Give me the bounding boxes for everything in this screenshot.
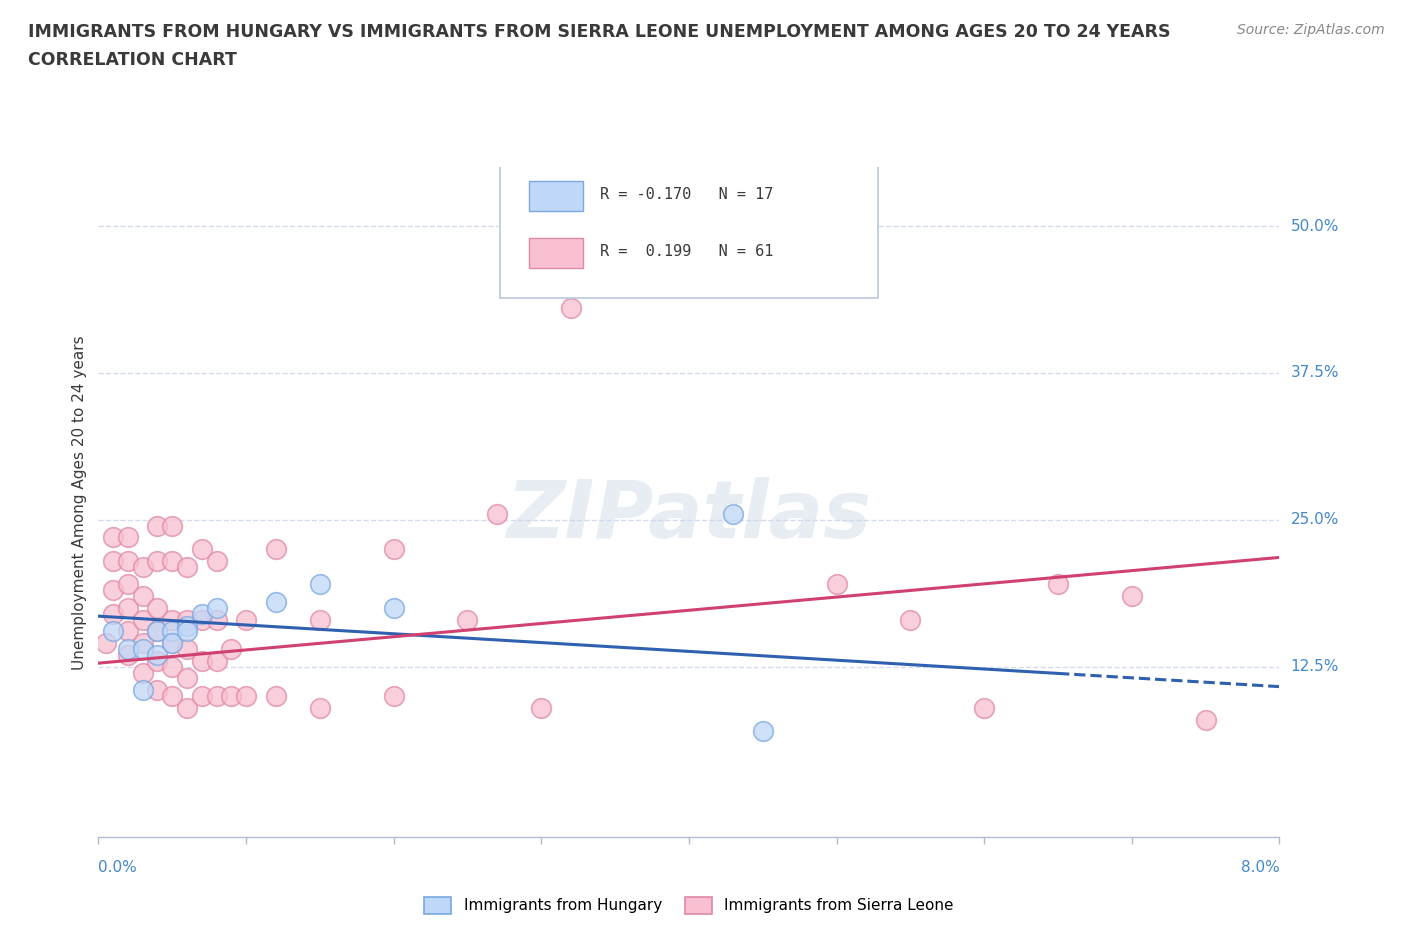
Point: [146, 654, 169, 669]
Text: R =  0.199   N = 61: R = 0.199 N = 61: [600, 244, 773, 259]
Point: [103, 530, 124, 545]
Point: [132, 636, 155, 651]
Point: [117, 624, 139, 639]
Point: [162, 659, 183, 674]
Point: [176, 700, 198, 715]
Point: [162, 636, 183, 651]
Point: [117, 647, 139, 662]
Point: [382, 688, 405, 703]
Point: [103, 624, 124, 639]
Text: IMMIGRANTS FROM HUNGARY VS IMMIGRANTS FROM SIERRA LEONE UNEMPLOYMENT AMONG AGES : IMMIGRANTS FROM HUNGARY VS IMMIGRANTS FR…: [28, 23, 1171, 41]
Point: [176, 624, 198, 639]
Point: [132, 642, 155, 657]
Point: [162, 553, 183, 568]
Point: [103, 606, 124, 621]
Point: [898, 612, 921, 627]
Point: [176, 559, 198, 574]
Text: 50.0%: 50.0%: [1291, 219, 1339, 233]
Point: [146, 601, 169, 616]
Point: [146, 624, 169, 639]
Text: ZIPatlas: ZIPatlas: [506, 476, 872, 554]
Point: [162, 636, 183, 651]
Point: [132, 665, 155, 680]
Point: [219, 688, 242, 703]
Point: [456, 612, 478, 627]
Point: [264, 542, 287, 557]
Point: [146, 683, 169, 698]
Point: [146, 553, 169, 568]
Point: [751, 724, 773, 738]
Text: R = -0.170   N = 17: R = -0.170 N = 17: [600, 187, 773, 202]
Point: [191, 612, 214, 627]
Y-axis label: Unemployment Among Ages 20 to 24 years: Unemployment Among Ages 20 to 24 years: [72, 335, 87, 670]
Bar: [530, 238, 582, 268]
Point: [132, 559, 155, 574]
Point: [308, 700, 332, 715]
Point: [117, 642, 139, 657]
Point: [117, 530, 139, 545]
Point: [205, 601, 228, 616]
Point: [308, 577, 332, 591]
Point: [235, 612, 257, 627]
Bar: [530, 180, 582, 211]
Point: [162, 624, 183, 639]
Point: [132, 683, 155, 698]
Point: [382, 542, 405, 557]
Point: [205, 688, 228, 703]
Point: [176, 671, 198, 685]
Point: [191, 606, 214, 621]
Point: [264, 688, 287, 703]
Point: [132, 589, 155, 604]
Text: 37.5%: 37.5%: [1291, 365, 1339, 380]
Point: [117, 577, 139, 591]
Point: [485, 507, 508, 522]
Point: [191, 654, 214, 669]
Point: [560, 301, 582, 316]
Legend: Immigrants from Hungary, Immigrants from Sierra Leone: Immigrants from Hungary, Immigrants from…: [418, 891, 960, 920]
Point: [191, 542, 214, 557]
Point: [117, 553, 139, 568]
FancyBboxPatch shape: [501, 164, 877, 298]
Point: [308, 612, 332, 627]
Point: [176, 612, 198, 627]
Point: [973, 700, 995, 715]
Point: [132, 612, 155, 627]
Point: [162, 688, 183, 703]
Point: [530, 700, 553, 715]
Point: [103, 553, 124, 568]
Text: 25.0%: 25.0%: [1291, 512, 1339, 527]
Point: [162, 518, 183, 533]
Point: [721, 507, 744, 522]
Point: [146, 624, 169, 639]
Point: [94, 636, 117, 651]
Point: [162, 612, 183, 627]
Point: [235, 688, 257, 703]
Text: CORRELATION CHART: CORRELATION CHART: [28, 51, 238, 69]
Text: 0.0%: 0.0%: [98, 860, 138, 875]
Point: [1046, 577, 1069, 591]
Point: [264, 594, 287, 609]
Point: [219, 642, 242, 657]
Text: 12.5%: 12.5%: [1291, 659, 1339, 674]
Point: [191, 688, 214, 703]
Point: [205, 553, 228, 568]
Point: [382, 601, 405, 616]
Point: [146, 518, 169, 533]
Text: Source: ZipAtlas.com: Source: ZipAtlas.com: [1237, 23, 1385, 37]
Point: [1121, 589, 1143, 604]
Point: [825, 577, 848, 591]
Point: [103, 583, 124, 598]
Text: 8.0%: 8.0%: [1240, 860, 1279, 875]
Point: [205, 612, 228, 627]
Point: [176, 618, 198, 633]
Point: [176, 642, 198, 657]
Point: [117, 601, 139, 616]
Point: [146, 647, 169, 662]
Point: [205, 654, 228, 669]
Point: [1194, 712, 1216, 727]
